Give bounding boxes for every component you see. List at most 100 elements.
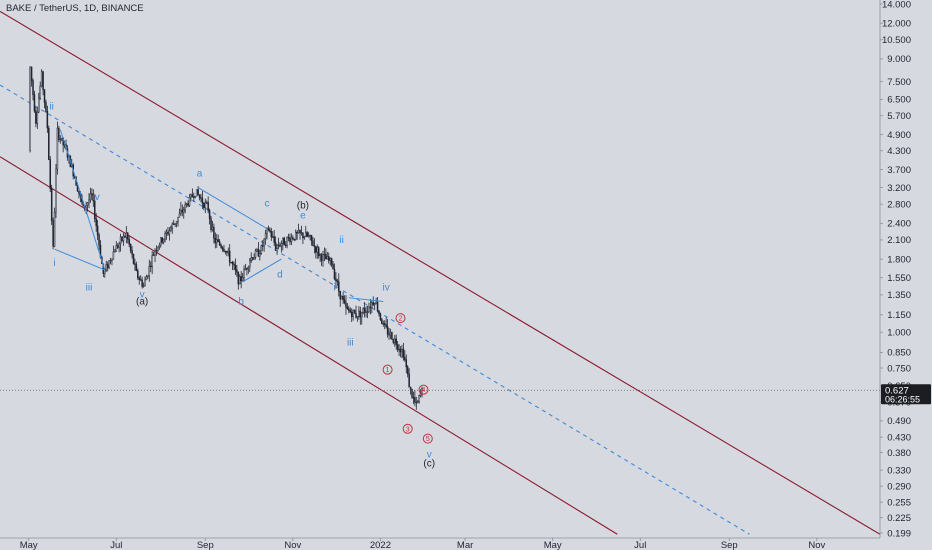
- candle-body: [160, 237, 162, 246]
- candle-body: [48, 127, 50, 160]
- candle-body: [49, 159, 51, 189]
- candle-body: [369, 306, 372, 309]
- candle-body: [375, 301, 377, 305]
- candle-body: [181, 209, 184, 213]
- candle-body: [210, 218, 212, 231]
- candle-body: [391, 332, 393, 340]
- candle-body: [238, 276, 241, 285]
- y-tick-label: 9.000: [887, 54, 911, 65]
- candle-body: [286, 236, 288, 246]
- candle-body: [106, 264, 109, 269]
- upper-channel: [0, 10, 880, 535]
- candle-body: [158, 244, 161, 248]
- candle-body: [415, 401, 418, 404]
- candle-body: [363, 308, 366, 313]
- wave-label: ii: [339, 235, 343, 246]
- channel-lines-layer: [0, 10, 880, 535]
- candle-body: [378, 310, 380, 315]
- candle-body: [95, 218, 97, 227]
- circled-wave-label-text: 3: [406, 426, 410, 433]
- y-tick-label: 1.000: [887, 328, 911, 339]
- y-tick-label: 0.850: [887, 348, 911, 359]
- candle-body: [134, 263, 136, 265]
- candle-body: [382, 323, 385, 325]
- candle-body: [296, 231, 298, 234]
- candle-body: [253, 257, 255, 260]
- candle-body: [236, 269, 238, 273]
- candle-body: [175, 221, 178, 224]
- wave-label: v: [427, 450, 432, 461]
- y-tick-label: 2.100: [887, 235, 911, 246]
- candle-body: [362, 308, 364, 313]
- wave-label: iv: [93, 192, 100, 203]
- wave-label: iii: [347, 337, 354, 348]
- candle-body: [283, 237, 285, 246]
- candle-body: [246, 268, 248, 270]
- x-tick-label: May: [544, 540, 562, 550]
- candle-body: [398, 349, 400, 351]
- candle-body: [32, 80, 34, 95]
- candle-body: [320, 254, 323, 261]
- candle-body: [178, 213, 181, 218]
- candle-body: [404, 357, 406, 361]
- candle-body: [205, 202, 208, 204]
- candle-body: [392, 339, 395, 343]
- candle-body: [190, 194, 192, 198]
- candle-body: [303, 236, 306, 239]
- y-tick-label: 0.750: [887, 363, 911, 374]
- candle-body: [401, 348, 403, 353]
- y-tick-label: 0.330: [887, 465, 911, 476]
- candle-body: [195, 189, 198, 197]
- candle-body: [256, 249, 258, 252]
- candle-body: [211, 226, 214, 231]
- candle-body: [204, 202, 207, 208]
- candle-body: [365, 311, 367, 314]
- y-tick-label: 1.150: [887, 310, 911, 321]
- candle-body: [152, 254, 155, 257]
- candle-body: [274, 242, 277, 250]
- last-price-badge-bg: [881, 384, 931, 405]
- circle-marker: [382, 364, 393, 375]
- candle-body: [315, 246, 317, 253]
- candle-body: [122, 236, 125, 241]
- candle-body: [294, 231, 297, 240]
- circled-wave-label-text: 2: [399, 316, 403, 323]
- y-axis-background: [880, 0, 932, 550]
- candle-body: [198, 194, 201, 198]
- y-tick-label: 0.430: [887, 432, 911, 443]
- candle-body: [148, 265, 151, 277]
- candle-body: [138, 277, 141, 280]
- y-tick-label: 0.490: [887, 416, 911, 427]
- candle-body: [78, 190, 80, 194]
- candle-body: [112, 251, 115, 260]
- candle-body: [118, 243, 120, 248]
- last-price-value: 0.627: [885, 385, 909, 396]
- candle-body: [305, 232, 307, 238]
- y-tick-label: 1.350: [887, 290, 911, 301]
- candle-body: [131, 250, 133, 255]
- candle-body: [333, 268, 336, 279]
- candle-body: [226, 251, 228, 253]
- x-tick-label: Sep: [197, 540, 214, 550]
- candle-body: [52, 220, 54, 247]
- candle-body: [293, 238, 296, 240]
- candle-body: [399, 349, 402, 353]
- candle-body: [356, 316, 359, 318]
- x-tick-label: Jul: [634, 540, 646, 550]
- candle-body: [254, 250, 257, 258]
- candle-body: [161, 237, 163, 243]
- y-tick-label: 6.500: [887, 95, 911, 106]
- y-tick-label: 12.000: [882, 18, 911, 29]
- candle-body: [147, 275, 149, 278]
- y-tick-label: 0.225: [887, 513, 911, 524]
- candle-body: [227, 250, 230, 253]
- candle-body: [329, 258, 331, 261]
- candle-body: [116, 245, 119, 248]
- candle-body: [171, 223, 174, 229]
- y-tick-label: 14.000: [882, 0, 911, 10]
- y-tick-label: 5.700: [887, 111, 911, 122]
- x-tick-label: Mar: [457, 540, 473, 550]
